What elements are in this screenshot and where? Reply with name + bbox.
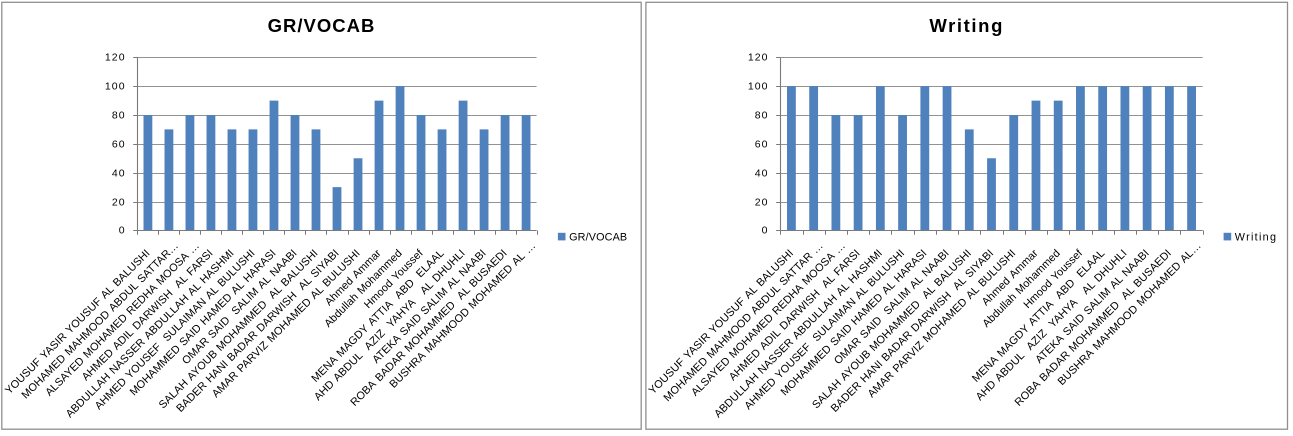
svg-text:80: 80	[755, 110, 769, 122]
svg-text:100: 100	[748, 81, 769, 93]
svg-text:100: 100	[105, 81, 126, 93]
svg-text:80: 80	[112, 110, 126, 122]
svg-text:20: 20	[112, 197, 126, 209]
svg-text:60: 60	[112, 139, 126, 151]
svg-text:120: 120	[105, 52, 126, 64]
svg-text:20: 20	[755, 197, 769, 209]
svg-text:GR/VOCAB: GR/VOCAB	[569, 232, 627, 244]
svg-text:60: 60	[755, 139, 769, 151]
svg-text:Writing: Writing	[929, 15, 1004, 36]
svg-text:40: 40	[112, 168, 126, 180]
svg-text:40: 40	[755, 168, 769, 180]
svg-text:120: 120	[748, 52, 769, 64]
svg-text:0: 0	[762, 225, 769, 237]
svg-text:GR/VOCAB: GR/VOCAB	[268, 15, 376, 36]
svg-text:Writing: Writing	[1235, 232, 1278, 244]
svg-text:0: 0	[119, 225, 126, 237]
